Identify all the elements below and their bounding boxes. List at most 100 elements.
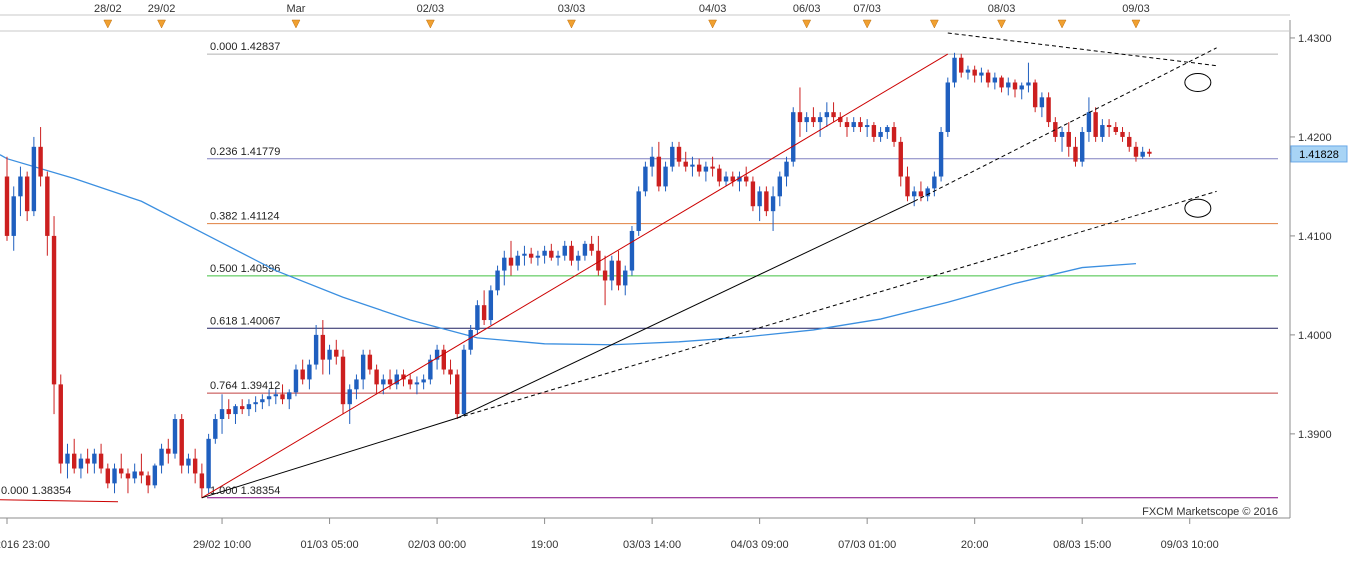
candle-down <box>199 473 205 489</box>
candle-up <box>461 349 467 415</box>
candle-down <box>1046 97 1051 123</box>
candle-down <box>58 384 63 464</box>
candle-down <box>871 125 877 137</box>
candle-up <box>18 176 23 197</box>
candle-up <box>885 127 890 132</box>
candle-down <box>300 369 305 380</box>
event-marker-label: 03/03 <box>558 3 586 15</box>
current-price-label: 1.41828 <box>1299 149 1339 161</box>
candle-up <box>690 164 695 167</box>
candle-up <box>273 394 278 397</box>
candle-up <box>945 82 950 132</box>
candle-up <box>360 354 366 380</box>
candle-up <box>629 230 635 271</box>
event-marker-icon <box>567 19 576 29</box>
candle-up <box>1006 82 1011 88</box>
event-marker-label: 07/03 <box>853 3 881 15</box>
candle-up <box>864 125 870 128</box>
event-marker-icon <box>1131 19 1141 29</box>
moving-average-line <box>0 154 1137 346</box>
candle-down <box>280 394 285 400</box>
candle-up <box>307 364 312 380</box>
candle-up <box>932 176 937 189</box>
candle-down <box>1053 122 1058 137</box>
x-tick-label: 09/03 10:00 <box>1161 539 1219 551</box>
left-fib-label: 0.000 1.38354 <box>1 485 71 497</box>
candle-up <box>213 419 218 439</box>
candle-up <box>663 166 668 187</box>
candle-down <box>596 250 601 271</box>
candle-up <box>475 305 480 330</box>
candle-down <box>838 117 843 123</box>
x-tick-label: 29/02 10:00 <box>193 539 251 551</box>
candle-up <box>428 359 433 380</box>
fib-level-label: 0.382 1.41124 <box>210 211 280 223</box>
candle-down <box>455 374 460 415</box>
candle-down <box>1106 125 1112 128</box>
candle-down <box>750 181 756 207</box>
candle-up <box>757 191 762 207</box>
candle-up <box>791 112 796 162</box>
candle-down <box>192 458 198 474</box>
candle-down <box>1127 136 1132 147</box>
event-marker-icon <box>291 19 301 29</box>
candle-up <box>851 122 856 128</box>
current-price-tag <box>1290 145 1348 163</box>
x-tick-label: 20:00 <box>961 539 989 551</box>
x-tick-label: 03/03 14:00 <box>623 539 681 551</box>
fib-level-label: 0.500 1.40596 <box>210 263 280 275</box>
x-tick-label: 02/03 00:00 <box>408 539 466 551</box>
candle-down <box>320 334 326 360</box>
candle-up <box>434 349 440 360</box>
candle-up <box>152 465 158 486</box>
candle-up <box>354 379 359 390</box>
event-marker-label: 04/03 <box>699 3 727 15</box>
candle-down <box>51 235 57 385</box>
candle-up <box>468 329 473 350</box>
candle-up <box>313 334 319 365</box>
event-marker-label: Mar <box>286 3 305 15</box>
candle-up <box>11 196 16 236</box>
trend-line-support-upper <box>457 200 915 419</box>
candle-down <box>125 473 131 479</box>
candle-up <box>253 402 258 405</box>
event-marker-icon <box>997 19 1006 29</box>
y-tick-label: 1.4300 <box>1298 33 1332 45</box>
candle-up <box>78 458 84 469</box>
candle-up <box>992 77 998 83</box>
candle-down <box>72 453 77 469</box>
x-tick-label: 08/03 15:00 <box>1053 539 1111 551</box>
moving-average-layer <box>0 154 1137 346</box>
event-marker-label: 02/03 <box>417 3 445 15</box>
candle-up <box>643 166 648 192</box>
x-tick-label: 04/03 09:00 <box>731 539 789 551</box>
candle-up <box>636 191 641 231</box>
candle-up <box>260 399 265 403</box>
candle-down <box>1120 131 1125 137</box>
candle-down <box>730 176 735 182</box>
candle-down <box>656 156 662 187</box>
candle-up <box>542 250 547 256</box>
candle-up <box>347 389 352 405</box>
candle-up <box>824 112 830 118</box>
candle-up <box>952 57 957 83</box>
candle-down <box>226 409 231 415</box>
candle-up <box>723 176 729 182</box>
candle-down <box>85 458 90 464</box>
candle-down <box>166 448 171 454</box>
y-tick-label: 1.4100 <box>1298 231 1332 243</box>
copyright-text: FXCM Marketscope © 2016 <box>1142 506 1278 518</box>
candle-down <box>105 468 110 484</box>
candle-up <box>1140 151 1145 157</box>
trend-line-resistance <box>947 32 1217 67</box>
candle-up <box>555 255 561 258</box>
candle-down <box>1133 146 1139 157</box>
fibonacci-levels: 0.000 1.42837 0.236 1.41779 0.382 1.41124 0… <box>0 41 1278 503</box>
ellipse-annotation <box>1184 72 1212 92</box>
candle-up <box>92 453 97 464</box>
candle-up <box>132 471 137 479</box>
y-tick-label: 1.3900 <box>1298 429 1332 441</box>
